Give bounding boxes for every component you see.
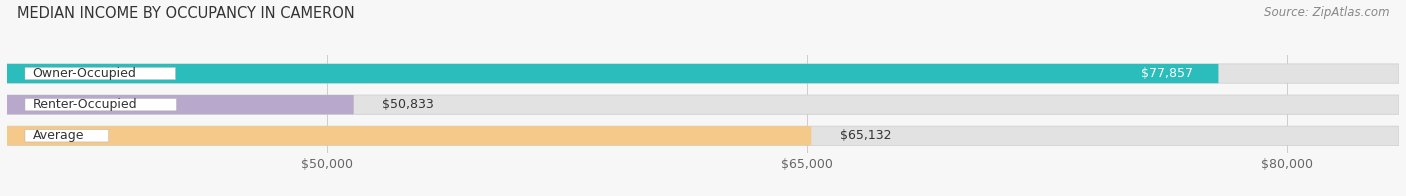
FancyBboxPatch shape — [7, 95, 1399, 114]
FancyBboxPatch shape — [7, 126, 1399, 145]
Text: Source: ZipAtlas.com: Source: ZipAtlas.com — [1264, 6, 1389, 19]
FancyBboxPatch shape — [1121, 68, 1199, 79]
FancyBboxPatch shape — [7, 64, 1219, 83]
FancyBboxPatch shape — [25, 67, 176, 80]
FancyBboxPatch shape — [25, 98, 177, 111]
FancyBboxPatch shape — [25, 130, 108, 142]
FancyBboxPatch shape — [7, 64, 1399, 83]
Text: $77,857: $77,857 — [1140, 67, 1192, 80]
Text: Renter-Occupied: Renter-Occupied — [32, 98, 138, 111]
Text: $50,833: $50,833 — [382, 98, 434, 111]
Text: MEDIAN INCOME BY OCCUPANCY IN CAMERON: MEDIAN INCOME BY OCCUPANCY IN CAMERON — [17, 6, 354, 21]
FancyBboxPatch shape — [7, 95, 354, 114]
Text: Average: Average — [32, 129, 84, 142]
Text: Owner-Occupied: Owner-Occupied — [32, 67, 136, 80]
FancyBboxPatch shape — [7, 126, 811, 145]
Text: $65,132: $65,132 — [839, 129, 891, 142]
